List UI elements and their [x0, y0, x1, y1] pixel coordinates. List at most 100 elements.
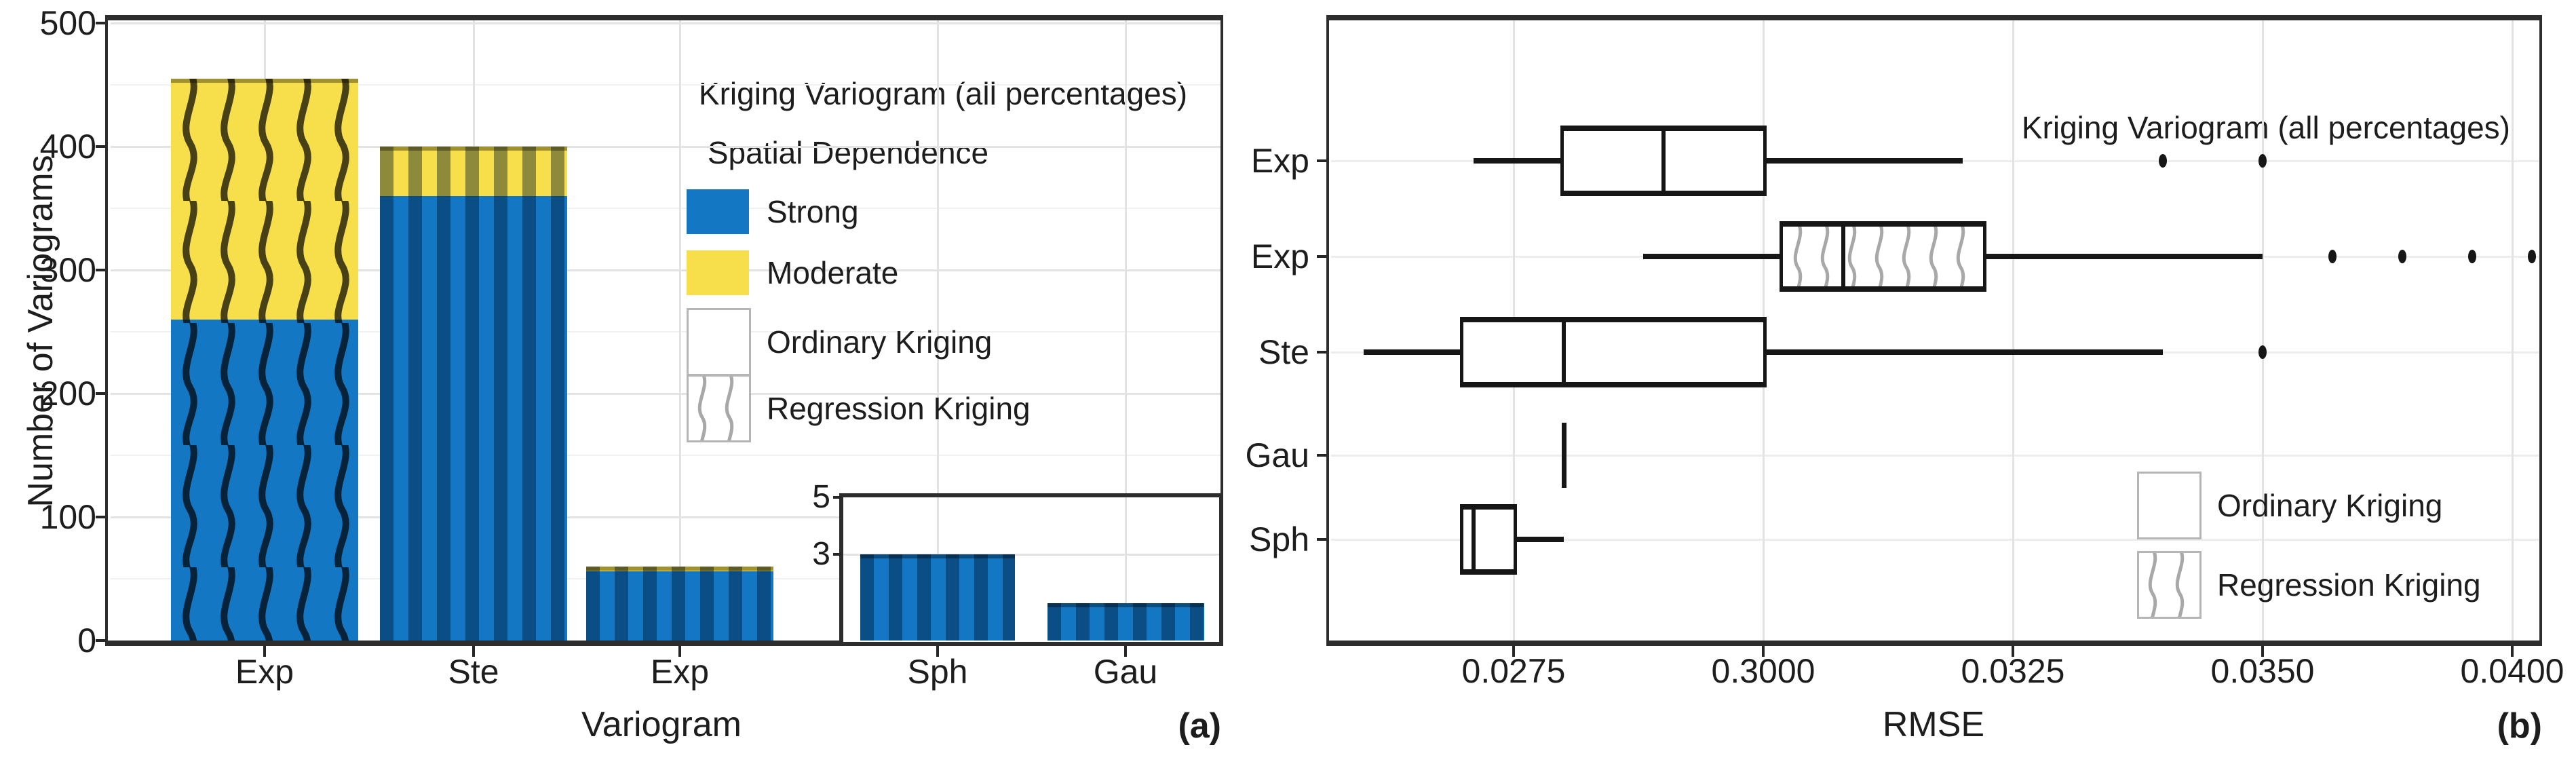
legend-item-label: Regression Kriging — [767, 391, 1031, 426]
x-tick-label: 0.3000 — [1711, 652, 1815, 690]
y-tick-mark — [96, 22, 105, 24]
boxplot-median-line — [1661, 131, 1666, 191]
y-tick-mark — [96, 516, 105, 518]
boxplot-outlier-point — [2328, 250, 2337, 263]
x-tick-mark — [1512, 646, 1515, 657]
x-tick-mark — [678, 646, 681, 657]
x-tick-mark — [1762, 646, 1765, 657]
bar-segment-moderate — [586, 566, 773, 572]
y-tick-mark — [1317, 255, 1326, 258]
y-category-label: Exp — [1250, 142, 1309, 180]
boxplot-whisker-left — [1364, 349, 1464, 355]
x-tick-mark — [2012, 646, 2014, 657]
y-tick-mark — [1317, 538, 1326, 541]
boxplot-median-line — [1561, 322, 1566, 382]
gridline-minor — [111, 455, 1220, 456]
panel-a-x-axis-title: Variogram — [581, 705, 742, 744]
legend-item-label: Ordinary Kriging — [2217, 488, 2443, 523]
gridline-vertical — [2512, 20, 2514, 641]
x-tick-label: 0.0400 — [2460, 652, 2564, 690]
boxplot-degenerate-line — [1561, 423, 1566, 488]
legend-item-label: Moderate — [767, 255, 899, 290]
gridline-minor — [111, 84, 1220, 85]
boxplot-outlier-point — [2528, 250, 2537, 263]
gridline-major — [111, 146, 1220, 148]
gridline-minor — [111, 208, 1220, 209]
y-tick-label: 200 — [39, 375, 96, 413]
gridline-vertical — [937, 20, 939, 641]
boxplot-outlier-point — [2398, 250, 2407, 263]
x-tick-mark — [263, 646, 266, 657]
panel-a-y-axis-title: Number of Variograms — [21, 155, 60, 508]
gridline-horizontal — [1331, 539, 2539, 541]
boxplot-outlier-point — [2468, 250, 2477, 263]
gridline-major — [111, 516, 1220, 518]
x-category-label: Exp — [235, 653, 294, 691]
gridline-minor — [111, 331, 1220, 332]
inset-y-tick-label: 3 — [812, 536, 830, 573]
x-tick-label: 0.0350 — [2210, 652, 2315, 690]
y-category-label: Sph — [1249, 520, 1309, 558]
y-tick-mark — [96, 145, 105, 148]
boxplot-box-wave-pattern — [1784, 227, 1982, 286]
bar-segment-moderate — [380, 147, 567, 196]
boxplot-box — [1460, 317, 1767, 387]
gridline-major — [111, 269, 1220, 271]
inset-gridline-vertical — [1125, 497, 1127, 641]
inset-bar-strong — [1047, 603, 1204, 641]
y-tick-mark — [1317, 351, 1326, 354]
x-tick-mark — [2511, 646, 2514, 657]
x-tick-mark — [1124, 646, 1127, 657]
legend-item-label: Regression Kriging — [2217, 567, 2481, 603]
boxplot-whisker-right — [1982, 254, 2263, 259]
bar-segment-strong — [380, 195, 567, 641]
panel-a-legend-title: Kriging Variogram (all percentages) — [698, 76, 1188, 111]
y-tick-mark — [96, 639, 105, 642]
x-tick-mark — [936, 646, 939, 657]
gridline-major — [111, 393, 1220, 395]
legend-item-label: Ordinary Kriging — [767, 324, 993, 360]
boxplot-whisker-left — [1474, 158, 1564, 164]
gridline-vertical — [1125, 20, 1127, 641]
gridline-vertical — [2262, 20, 2264, 641]
boxplot-outlier-point — [2258, 345, 2267, 359]
y-tick-label: 500 — [39, 4, 96, 42]
y-tick-label: 100 — [39, 498, 96, 536]
panel-b-title: Kriging Variogram (all percentages) — [2021, 110, 2510, 145]
boxplot-outlier-point — [2258, 154, 2267, 168]
boxplot-median-line — [1841, 227, 1845, 286]
boxplot-median-line — [1472, 510, 1476, 569]
inset-y-tick-label: 5 — [812, 479, 830, 515]
bar-segment-strong — [586, 571, 773, 641]
y-category-label: Ste — [1258, 333, 1309, 371]
panel-a-legend-subtitle: Spatial Dependence — [707, 135, 989, 170]
wave-pattern-overlay — [171, 78, 358, 641]
inset-y-tick-mark — [833, 496, 841, 499]
y-category-label: Exp — [1250, 237, 1309, 275]
gridline-major — [111, 22, 1220, 24]
panel-b-tag: (b) — [2497, 706, 2542, 746]
x-tick-label: 0.0325 — [1961, 652, 2065, 690]
legend-swatch-strong — [687, 189, 749, 234]
y-tick-mark — [96, 392, 105, 395]
inset-bar-strong — [860, 554, 1015, 641]
x-category-label: Gau — [1093, 653, 1158, 691]
x-tick-label: 0.0275 — [1461, 652, 1566, 690]
legend-swatch-moderate — [687, 250, 749, 295]
x-tick-mark — [2261, 646, 2264, 657]
y-tick-label: 400 — [39, 128, 96, 166]
boxplot-whisker-right — [1514, 537, 1564, 542]
y-category-label: Gau — [1245, 436, 1309, 474]
y-tick-mark — [1317, 454, 1326, 457]
x-category-label: Sph — [907, 653, 968, 691]
inset-y-tick-mark — [833, 553, 841, 556]
boxplot-outlier-point — [2158, 154, 2167, 168]
x-tick-mark — [472, 646, 475, 657]
legend-item-label: Strong — [767, 194, 859, 229]
x-category-label: Exp — [650, 653, 710, 691]
y-tick-label: 0 — [77, 622, 96, 660]
y-tick-mark — [1317, 159, 1326, 162]
boxplot-whisker-right — [1763, 349, 2163, 355]
y-tick-mark — [96, 269, 105, 271]
